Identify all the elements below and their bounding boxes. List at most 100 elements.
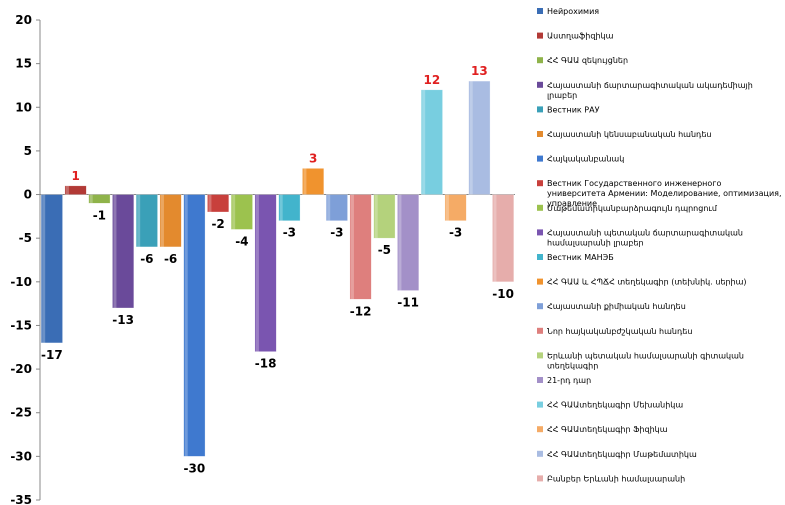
bar <box>420 89 443 195</box>
legend-label: Нейрохимия <box>547 7 599 16</box>
legend-label-line: Вестник РАУ <box>547 105 600 114</box>
legend-label: ՀՀ ԳԱԱ և ՀՊՃՀ տեղեկագիր (տեխնիկ. սերիա) <box>547 278 747 287</box>
bar <box>302 168 325 195</box>
bar <box>325 194 348 221</box>
bars-group <box>40 80 515 457</box>
legend-swatch <box>537 180 543 187</box>
legend-label: Մաթեմատիկանբարձրագույն դպրոցում <box>547 204 718 213</box>
legend-label-line: Հայաստանի քիմիական հանդես <box>547 302 686 311</box>
legend-label: Բանբեր Երևանի համալսարանի <box>547 474 685 483</box>
legend-swatch <box>537 450 543 457</box>
bar <box>492 194 515 283</box>
legend-label: ՀՀ ԳԱԱտեղեկագիր Ֆիզիկա <box>547 425 668 434</box>
legend: Нейрохимия Աստղաֆիզիկա ՀՀ ԳԱԱ զեկույցներ Հա… <box>537 7 782 483</box>
data-label: 13 <box>471 64 488 78</box>
legend-label: ՀՀ ԳԱԱտեղեկագիր Մեխանիկա <box>547 401 683 410</box>
legend-swatch <box>537 131 543 137</box>
y-tick-label: -30 <box>10 449 32 463</box>
legend-label: Հայաստանի կենսաբանական հանդես <box>547 130 711 139</box>
legend-swatch <box>537 401 543 408</box>
data-label: -4 <box>235 234 248 248</box>
bar-highlight <box>469 81 473 195</box>
bar-highlight <box>184 194 188 457</box>
y-tick-label: 10 <box>15 100 32 114</box>
data-label: -3 <box>449 226 462 240</box>
legend-swatch <box>537 278 543 285</box>
legend-swatch <box>537 57 543 64</box>
data-label: -18 <box>255 357 277 371</box>
legend-swatch <box>537 229 543 236</box>
legend-label: Հայաստանի պետական ճարտարագիտական համալսար… <box>547 228 743 247</box>
legend-label: Նոր հայկականբժշկական հանդես <box>547 327 692 336</box>
legend-swatch <box>537 32 543 39</box>
legend-label-line: Հայաստանի կենսաբանական հանդես <box>547 130 711 139</box>
legend-swatch <box>537 426 543 433</box>
legend-label-line: լրաբեր <box>547 91 577 100</box>
bar <box>159 194 182 248</box>
legend-swatch <box>537 81 543 88</box>
bar-highlight <box>42 194 46 343</box>
legend-label: Երևանի պետական համալսարանի գիտական տեղեկա… <box>547 351 744 370</box>
bar <box>183 194 206 457</box>
legend-label-line: Մաթեմատիկանբարձրագույն դպրոցում <box>547 204 718 213</box>
legend-swatch <box>537 106 543 113</box>
data-label: -3 <box>330 226 343 240</box>
bar-highlight <box>208 194 212 212</box>
legend-swatch <box>537 352 543 359</box>
bar-highlight <box>255 194 259 352</box>
bar <box>397 194 420 291</box>
legend-swatch <box>537 204 543 211</box>
bar <box>207 194 230 213</box>
data-label: -6 <box>140 252 153 266</box>
data-label: -3 <box>283 226 296 240</box>
bar-highlight <box>160 194 164 247</box>
legend-label-line: Вестник Государственного инженерного <box>547 179 722 188</box>
legend-label-line: Աստղաֆիզիկա <box>547 32 614 41</box>
data-label: -17 <box>41 348 63 362</box>
y-tick-label: 20 <box>15 13 32 27</box>
legend-swatch <box>537 475 543 482</box>
bar <box>373 194 396 239</box>
y-tick-label: -20 <box>10 362 32 376</box>
legend-label: Вестник МАНЭБ <box>547 253 614 262</box>
bar-highlight <box>374 194 378 239</box>
data-label: -12 <box>350 304 372 318</box>
data-label: -2 <box>211 217 224 231</box>
legend-label-line: 21-րդ դար <box>547 376 591 385</box>
legend-label: Вестник Государственного инженерного унив… <box>547 179 782 208</box>
bar-highlight <box>113 194 117 308</box>
bar-highlight <box>422 89 426 195</box>
data-label: -10 <box>492 287 514 301</box>
y-axis: -35 -30 -25 -20 -15 -10 -5 0 5 10 15 20 <box>10 13 41 505</box>
y-tick-label: -15 <box>10 318 32 332</box>
legend-label-line: университета Армении: Моделирование, опт… <box>547 189 782 198</box>
legend-label-line: ՀՀ ԳԱԱտեղեկագիր Մաթեմատիկա <box>547 450 697 459</box>
legend-label: 21-րդ դար <box>547 376 591 385</box>
legend-label-line: ՀՀ ԳԱԱ զեկույցներ <box>547 56 628 65</box>
bar <box>278 194 301 221</box>
legend-label-line: Նոր հայկականբժշկական հանդես <box>547 327 692 336</box>
legend-label-line: ՀՀ ԳԱԱտեղեկագիր Ֆիզիկա <box>547 425 668 434</box>
y-tick-label: -5 <box>19 231 32 245</box>
data-label: 1 <box>71 169 79 183</box>
legend-label-line: ՀՀ ԳԱԱ և ՀՊՃՀ տեղեկագիր (տեխնիկ. սերիա) <box>547 278 747 287</box>
legend-label: Հայաստանի քիմիական հանդես <box>547 302 686 311</box>
data-label: -6 <box>164 252 177 266</box>
legend-label-line: տեղեկագիր <box>547 361 598 370</box>
bar <box>135 194 158 248</box>
legend-swatch <box>537 377 543 383</box>
legend-label: Вестник РАУ <box>547 105 600 114</box>
bar-highlight <box>398 194 402 291</box>
y-tick-label: -25 <box>10 406 32 420</box>
legend-swatch <box>537 303 543 310</box>
bar-highlight <box>65 185 69 195</box>
bar-highlight <box>350 194 354 300</box>
y-tick-label: 15 <box>15 57 32 71</box>
legend-swatch <box>537 254 543 260</box>
legend-swatch <box>537 155 543 162</box>
data-label: -1 <box>93 208 106 222</box>
data-label: -30 <box>184 461 206 475</box>
bar-highlight <box>303 168 307 195</box>
y-tick-label: 5 <box>24 144 32 158</box>
